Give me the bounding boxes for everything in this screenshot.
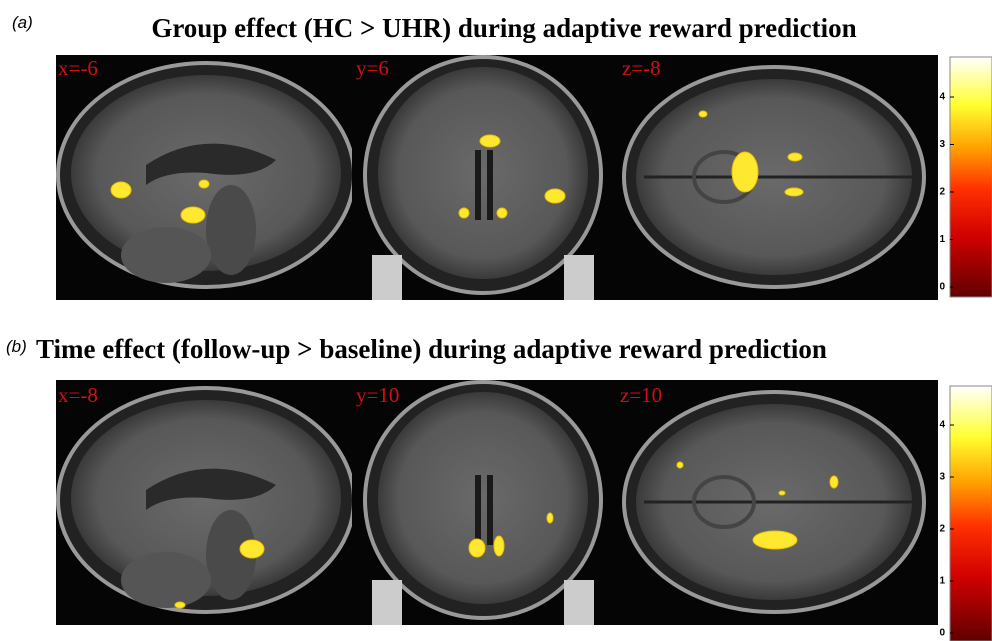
colorbar — [950, 57, 992, 297]
slice-label: z=-8 — [622, 56, 661, 80]
colorbar-tick-label: 3 — [939, 139, 945, 150]
colorbar-tick-label: 2 — [939, 524, 945, 535]
colorbar-tick-label: 4 — [939, 92, 945, 103]
colorbar-tick-label: 2 — [939, 187, 945, 198]
panel-label: (a) — [12, 13, 33, 32]
slice-label: z=10 — [620, 383, 662, 407]
brain-images — [56, 380, 938, 625]
figure: (a) Group effect (HC > UHR) during adapt… — [0, 0, 992, 641]
colorbar-tick-label: 1 — [939, 234, 945, 245]
panel-title: Time effect (follow-up > baseline) durin… — [36, 334, 827, 364]
colorbar-tick-label: 4 — [939, 420, 945, 431]
colorbar-tick-label: 3 — [939, 472, 945, 483]
slice-label: y=10 — [356, 383, 399, 407]
slice-label: y=6 — [356, 56, 389, 80]
colorbar-tick-label: 1 — [939, 576, 945, 587]
panel-title: Group effect (HC > UHR) during adaptive … — [151, 13, 856, 43]
slice-label: x=-8 — [58, 383, 98, 407]
slice-label: x=-6 — [58, 56, 98, 80]
colorbar — [950, 386, 992, 641]
colorbar-tick-label: 0 — [939, 628, 945, 639]
brain-images — [56, 55, 938, 300]
panel-label: (b) — [6, 337, 27, 356]
colorbar-tick-label: 0 — [939, 282, 945, 293]
